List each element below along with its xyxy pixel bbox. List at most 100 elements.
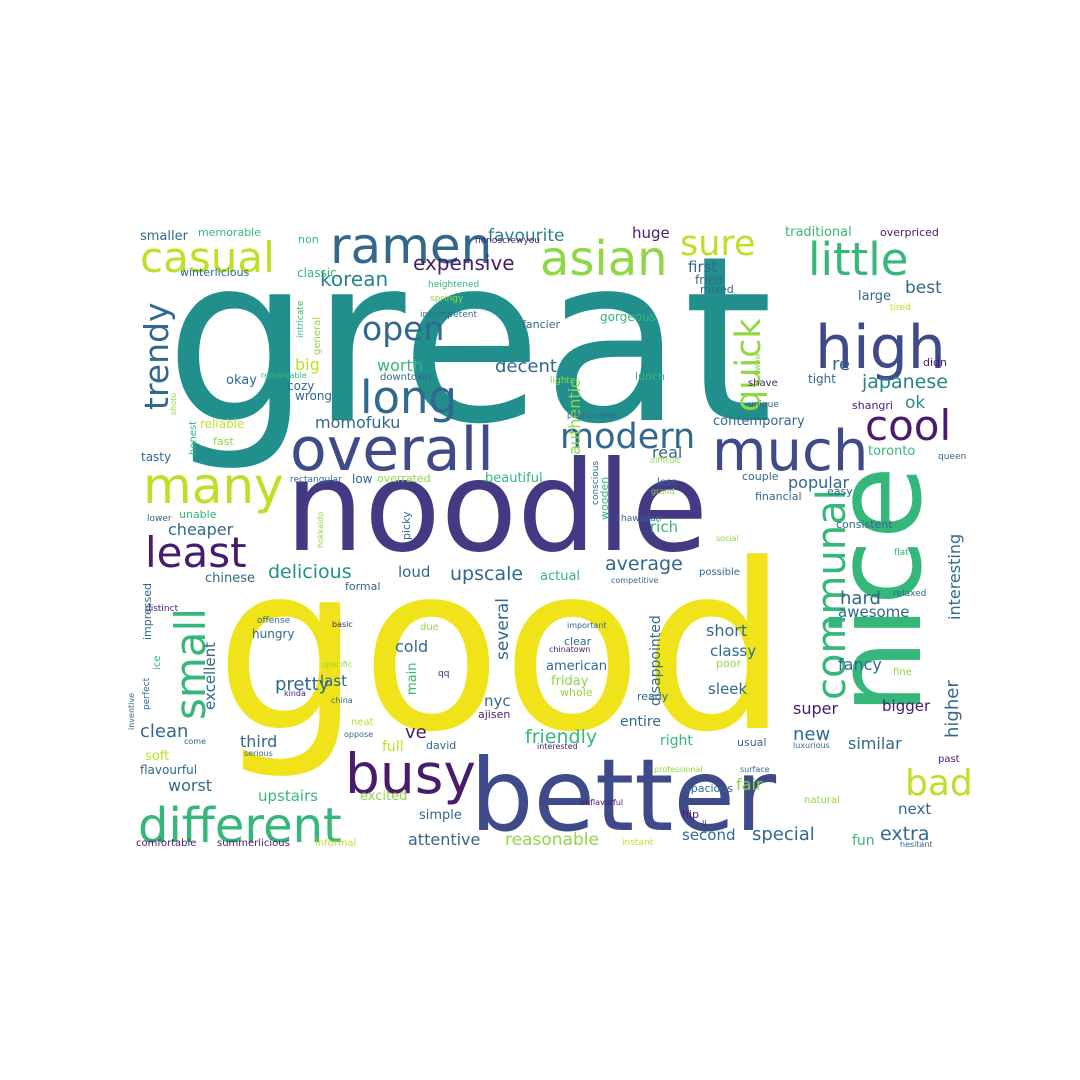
- word-honest: honest: [188, 421, 199, 455]
- word-rich: rich: [650, 518, 678, 536]
- word-important: important: [567, 621, 607, 630]
- word-first: first: [688, 258, 717, 276]
- word-cozy: cozy: [287, 379, 314, 393]
- word-david: david: [426, 739, 456, 752]
- word-actual: actual: [540, 569, 580, 584]
- word-financial: financial: [755, 490, 802, 503]
- word-overall: overall: [290, 415, 494, 485]
- word-flat: flat: [894, 548, 909, 558]
- word-friendly: friendly: [525, 726, 597, 748]
- word-unflavorful: unflavorful: [580, 798, 623, 807]
- word-competitive: competitive: [611, 576, 659, 585]
- word-tasty: tasty: [141, 450, 171, 464]
- word-awesome: awesome: [838, 603, 910, 621]
- word-fast: fast: [213, 435, 234, 448]
- word-busy: busy: [345, 742, 476, 806]
- word-third: third: [240, 732, 277, 751]
- word-phenomenal: phenomenal: [567, 411, 617, 420]
- word-formal: formal: [345, 580, 380, 593]
- word-picky: picky: [400, 511, 413, 540]
- word-heightened: heightened: [428, 280, 479, 290]
- word-decent: decent: [495, 356, 557, 377]
- word-professional: professional: [654, 765, 702, 774]
- word-entire: entire: [620, 714, 661, 730]
- word-fair: fair: [736, 775, 763, 794]
- word-full: full: [382, 739, 404, 755]
- word-classic: classic: [297, 266, 337, 280]
- word-right: right: [660, 733, 693, 749]
- word-huge: huge: [632, 224, 670, 242]
- word-reasonable: reasonable: [505, 830, 599, 850]
- word-nyc: nyc: [484, 692, 511, 710]
- word-mixed: mixed: [700, 283, 734, 296]
- word-specific: specific: [322, 660, 352, 669]
- word-long: long: [360, 371, 457, 424]
- word-communal: communal: [809, 489, 855, 700]
- word-conscious: conscious: [591, 460, 601, 505]
- word-noodle: noodle: [285, 435, 708, 580]
- word-fine: fine: [893, 667, 912, 678]
- word-least: least: [145, 528, 247, 577]
- word-informal: informal: [315, 838, 356, 849]
- word-lighter: lighter: [550, 376, 579, 386]
- word-nice: nice: [810, 466, 949, 715]
- word-chinese: chinese: [205, 571, 255, 586]
- word-much: much: [712, 419, 868, 484]
- word-rectangular: rectangular: [290, 475, 342, 485]
- word-several: several: [493, 598, 513, 660]
- word-clean: clean: [140, 721, 188, 742]
- word-hard: hard: [840, 588, 881, 609]
- word-hip: hip: [682, 808, 699, 821]
- word-sleek: sleek: [708, 680, 747, 698]
- word-remarkable: remarkable: [261, 371, 307, 380]
- word-beautiful: beautiful: [485, 471, 543, 486]
- word-reliable: reliable: [200, 417, 244, 431]
- word-many: many: [143, 457, 284, 515]
- word-japanese: japanese: [861, 371, 948, 393]
- word-large: large: [858, 289, 891, 304]
- word-low: low: [352, 472, 373, 486]
- word-non: non: [298, 233, 319, 246]
- word-similar: similar: [848, 734, 902, 753]
- word-impressed: impressed: [141, 583, 154, 640]
- word-unique: unique: [748, 400, 779, 410]
- word-fancy: fancy: [838, 655, 882, 674]
- word-possible: possible: [699, 567, 740, 578]
- word-pretty: pretty: [275, 674, 330, 695]
- word-high: high: [815, 313, 946, 383]
- word-comfortable: comfortable: [136, 838, 196, 849]
- word-next: next: [898, 800, 931, 818]
- word-memorable: memorable: [198, 226, 261, 239]
- word-re: re: [832, 354, 850, 375]
- word-downtown: downtown: [380, 372, 432, 383]
- word-expensive: expensive: [413, 251, 515, 275]
- word-open: open: [362, 309, 444, 348]
- word-relaxed: relaxed: [893, 589, 926, 599]
- word-excellent: excellent: [201, 642, 219, 710]
- word-summerlicious: summerlicious: [217, 838, 290, 849]
- word-soft: soft: [145, 749, 169, 764]
- word-last: last: [320, 672, 347, 690]
- word-shoto: shoto: [169, 393, 178, 415]
- word-toronto: toronto: [868, 444, 915, 459]
- word-gorgeous: gorgeous: [600, 310, 656, 324]
- word-bad: bad: [905, 763, 973, 804]
- word-kinda: kinda: [284, 689, 306, 698]
- word-interesting: interesting: [945, 534, 964, 620]
- word-offense: offense: [257, 616, 291, 626]
- word-general: general: [312, 317, 323, 355]
- word-tired: tired: [890, 303, 911, 313]
- word-american: american: [546, 659, 607, 674]
- word-intricate: intricate: [296, 300, 306, 338]
- word-spacious: spacious: [685, 782, 733, 795]
- word-wooden: wooden: [598, 477, 611, 520]
- word-special: special: [752, 824, 815, 845]
- word-serious: serious: [244, 749, 273, 758]
- word-social: social: [716, 534, 739, 543]
- word-momofuku: momofuku: [315, 413, 400, 432]
- word-good: good: [215, 516, 788, 783]
- word-queen: queen: [938, 452, 966, 462]
- word-interested: interested: [537, 742, 578, 751]
- word-whole: whole: [560, 686, 593, 699]
- word-popular: popular: [788, 473, 849, 492]
